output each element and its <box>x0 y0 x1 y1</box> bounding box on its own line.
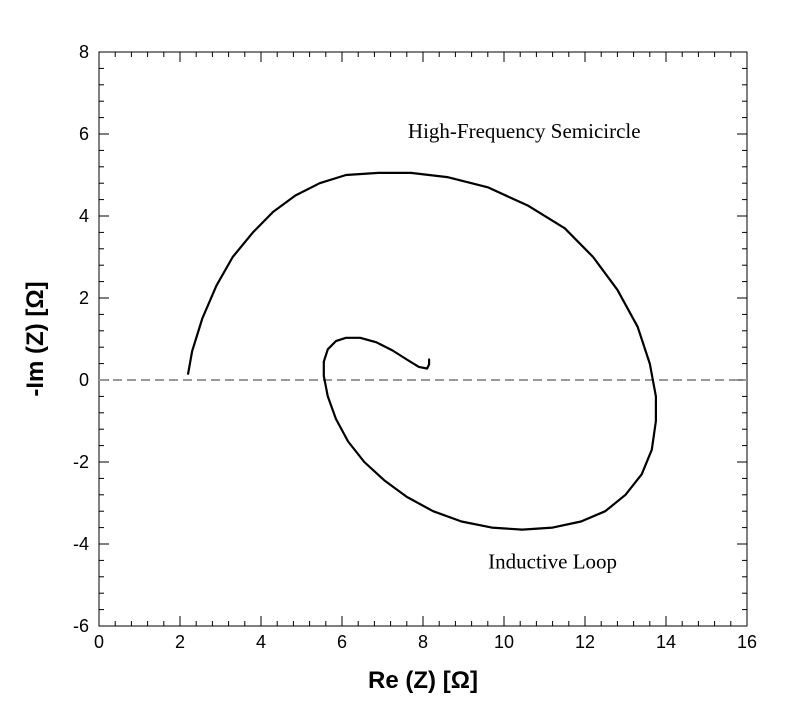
y-tick-label: -2 <box>73 452 89 472</box>
y-tick-label: -4 <box>73 534 89 554</box>
x-tick-label: 8 <box>418 632 428 652</box>
x-tick-label: 12 <box>575 632 595 652</box>
y-tick-label: 6 <box>79 124 89 144</box>
annotations: High-Frequency Semicircle Inductive Loop <box>408 119 641 573</box>
tick-labels: 0 2 4 6 8 10 12 14 16 -6 -4 -2 0 2 4 6 8 <box>73 42 757 652</box>
y-axis-title: -Im (Z) [Ω] <box>22 281 49 396</box>
y-tick-label: 4 <box>79 206 89 226</box>
impedance-spiral-line <box>187 171 658 531</box>
x-tick-label: 6 <box>337 632 347 652</box>
series-layer <box>187 171 658 531</box>
x-tick-label: 4 <box>256 632 266 652</box>
x-axis-title: Re (Z) [Ω] <box>368 667 478 694</box>
x-tick-label: 2 <box>175 632 185 652</box>
x-tick-label: 0 <box>94 632 104 652</box>
plot-frame <box>98 51 748 627</box>
y-tick-label: -6 <box>73 616 89 636</box>
y-tick-label: 8 <box>79 42 89 62</box>
x-tick-label: 10 <box>494 632 514 652</box>
chart-annotation: High-Frequency Semicircle <box>408 119 641 143</box>
y-tick-label: 0 <box>79 370 89 390</box>
x-tick-label: 14 <box>656 632 676 652</box>
y-tick-label: 2 <box>79 288 89 308</box>
minor-ticks <box>99 52 747 626</box>
chart-annotation: Inductive Loop <box>488 550 617 574</box>
x-tick-label: 16 <box>737 632 757 652</box>
